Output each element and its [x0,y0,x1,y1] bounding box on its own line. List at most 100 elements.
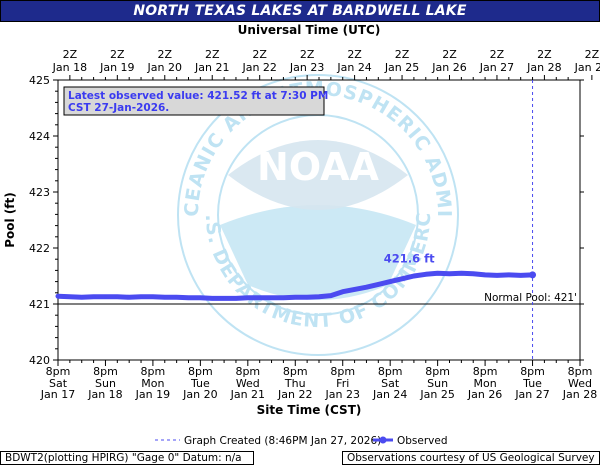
observed-point [424,272,428,276]
x2-tick-label-time: 2Z [395,48,410,61]
watermark-wave [220,205,416,300]
x2-tick-label-time: 2Z [300,48,315,61]
x2-tick-label-date: Jan 23 [289,61,324,74]
y-tick-label: 424 [29,130,50,143]
observed-point [139,295,143,299]
latest-value-line1: Latest observed value: 421.52 ft at 7:30… [68,90,328,102]
y-tick-label: 420 [29,354,50,367]
x-tick-label-day: Fri [336,377,349,390]
watermark-outer-ring [177,74,459,356]
x-tick-label-time: 8pm [283,365,308,378]
x-tick-label-day: Tue [190,377,210,390]
x-tick-label-time: 8pm [46,365,71,378]
x2-tick-label-date: Jan 20 [147,61,182,74]
x-tick-label-time: 8pm [378,365,403,378]
x2-tick-label-time: 2Z [63,48,78,61]
x-tick-label-time: 8pm [188,365,213,378]
y-tick-label: 425 [29,74,50,87]
observed-point [341,290,345,294]
x2-tick-label-date: Jan 28 [526,61,561,74]
observed-point [436,271,440,275]
x-tick-label-time: 8pm [568,365,593,378]
normal-pool-label: Normal Pool: 421' [484,292,577,304]
legend-created-label: Graph Created (8:46PM Jan 27, 2026) [184,435,381,447]
observed-point [400,277,404,281]
x-tick-label-day: Wed [236,377,260,390]
x-tick-label-day: Sat [49,377,68,390]
x-tick-label-date: Jan 26 [467,388,502,401]
observed-point [448,272,451,276]
y-tick-label: 422 [29,242,50,255]
x2-tick-label-time: 2Z [205,48,220,61]
x-tick-label-date: Jan 22 [277,388,312,401]
x-tick-label-date: Jan 17 [40,388,75,401]
observed-point [281,296,285,300]
observed-point [222,296,226,300]
x-tick-label-date: Jan 19 [135,388,170,401]
observed-point [519,273,523,277]
observed-point [234,296,238,300]
observed-point [246,296,250,300]
observed-series-layer [55,80,580,360]
observed-point [115,295,119,299]
x-tick-label-time: 8pm [141,365,166,378]
x2-tick-label-date: Jan 21 [194,61,229,74]
x2-tick-label-time: 2Z [442,48,457,61]
observed-point [412,274,416,278]
x2-tick-label-time: 2Z [110,48,125,61]
x-axis-title: Site Time (CST) [257,403,362,417]
x2-tick-label-time: 2Z [490,48,505,61]
observed-point [80,295,84,299]
x-tick-label-day: Sun [95,377,116,390]
observed-point [483,273,487,277]
x-tick-label-date: Jan 28 [562,388,597,401]
x-tick-label-day: Mon [473,377,496,390]
chart-title: NORTH TEXAS LAKES AT BARDWELL LAKE [133,3,467,19]
observed-point [270,296,274,300]
observed-point [388,280,392,284]
x-tick-label-time: 8pm [93,365,118,378]
observed-point [459,271,463,275]
x-tick-label-day: Sun [427,377,448,390]
observed-point [175,295,179,299]
footer-datum-box: BDWT2(plotting HPIRG) "Gage 0" Datum: n/… [0,451,254,465]
x-tick-label-day: Wed [568,377,592,390]
observed-point [198,296,202,300]
latest-value-box [63,86,325,116]
observed-point [507,273,511,277]
observed-point [210,296,214,300]
y-tick-label: 421 [29,298,50,311]
x2-tick-label-time: 2Z [252,48,267,61]
y-axis-title: Pool (ft) [3,192,17,248]
observed-point [56,294,60,298]
x-tick-label-date: Jan 20 [182,388,217,401]
x2-tick-label-date: Jan 18 [52,61,87,74]
observed-point [329,294,333,298]
observed-point [187,296,190,300]
y-tick-label: 423 [29,186,50,199]
observed-point [293,295,297,299]
x-tick-label-date: Jan 18 [87,388,122,401]
x2-tick-label-date: Jan 22 [241,61,276,74]
observed-point [376,282,380,286]
x-tick-label-day: Mon [141,377,164,390]
x-tick-label-time: 8pm [520,365,545,378]
observed-point [353,287,357,291]
x-tick-label-time: 8pm [235,365,260,378]
x-tick-label-day: Tue [522,377,542,390]
observed-point [103,295,107,299]
x-tick-label-day: Sat [381,377,400,390]
observed-point [495,273,499,277]
footer-datum-text: BDWT2(plotting HPIRG) "Gage 0" Datum: n/… [5,452,242,464]
footer-attribution-text: Observations courtesy of US Geological S… [347,452,595,464]
x-tick-label-time: 8pm [425,365,450,378]
watermark-bird [228,140,408,210]
observed-point [151,295,155,299]
x2-tick-label-time: 2Z [157,48,172,61]
peak-value-label: 421.6 ft [384,251,435,265]
observed-point [92,295,96,299]
x2-tick-label-date: Jan 27 [479,61,514,74]
x2-tick-label-date: Jan 25 [384,61,419,74]
